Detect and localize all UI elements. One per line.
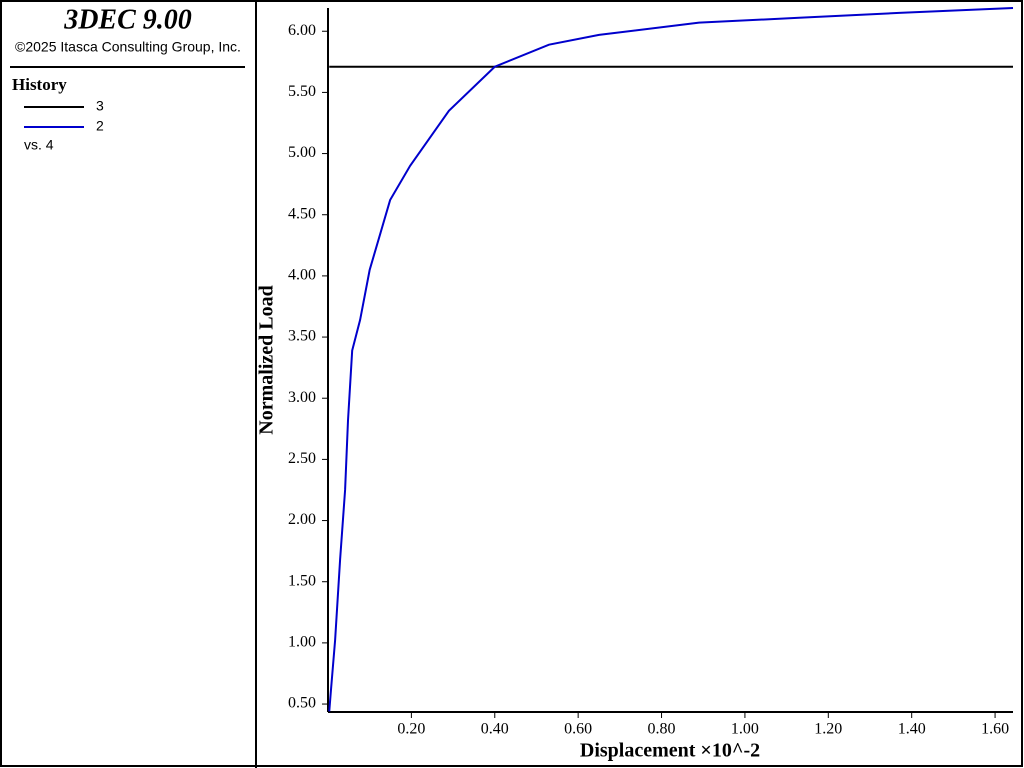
- legend-label: 3: [96, 98, 104, 114]
- y-tick-label: 0.50: [288, 695, 316, 712]
- y-tick-label: 5.00: [288, 144, 316, 161]
- x-tick-label: 1.20: [814, 721, 842, 738]
- y-tick-label: 6.00: [288, 22, 316, 39]
- y-tick-label: 1.50: [288, 572, 316, 589]
- legend-note: vs. 4: [24, 137, 54, 153]
- series-line: [328, 7, 1014, 712]
- x-tick-label: 1.40: [898, 721, 926, 738]
- x-axis-label: Displacement ×10^-2: [580, 740, 760, 762]
- chart-title: 3DEC 9.00: [63, 4, 192, 35]
- y-tick-label: 3.00: [288, 389, 316, 406]
- y-tick-label: 3.50: [288, 328, 316, 345]
- x-tick-label: 0.80: [648, 721, 676, 738]
- y-tick-label: 2.50: [288, 450, 316, 467]
- x-tick-label: 0.60: [564, 721, 592, 738]
- x-tick-label: 0.40: [481, 721, 509, 738]
- x-tick-label: 1.60: [981, 721, 1009, 738]
- y-tick-label: 5.50: [288, 83, 316, 100]
- x-tick-label: 1.00: [731, 721, 759, 738]
- legend-label: 2: [96, 118, 104, 134]
- x-tick-label: 0.20: [397, 721, 425, 738]
- subtitle: ©2025 Itasca Consulting Group, Inc.: [15, 39, 241, 55]
- y-tick-label: 1.00: [288, 634, 316, 651]
- y-tick-label: 4.50: [288, 205, 316, 222]
- y-tick-label: 4.00: [288, 267, 316, 284]
- y-tick-label: 2.00: [288, 511, 316, 528]
- legend-title: History: [12, 75, 67, 94]
- y-axis-label: Normalized Load: [256, 285, 278, 434]
